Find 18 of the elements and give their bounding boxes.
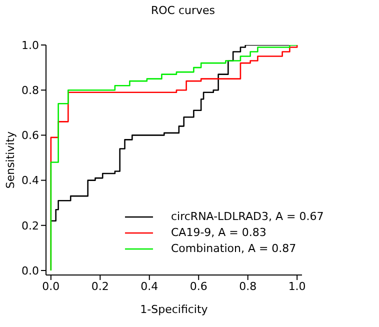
- y-tick-label: 0.6: [22, 129, 39, 142]
- y-tick-label: 0.0: [22, 264, 39, 278]
- y-tick-label: 0.4: [22, 174, 39, 188]
- chart-title: ROC curves: [150, 4, 216, 17]
- x-tick-label: 0.6: [190, 280, 208, 293]
- x-axis-title: 1-Specificity: [140, 303, 208, 316]
- legend-label: Combination, A = 0.87: [171, 241, 296, 257]
- y-tick-label: 0.8: [22, 84, 39, 98]
- y-axis-title: Sensitivity: [4, 130, 17, 189]
- x-tick-label: 0.0: [42, 280, 60, 293]
- y-tick-label: 1.0: [22, 38, 39, 52]
- x-tick-label: 0.4: [140, 280, 158, 293]
- x-tick-label: 0.2: [91, 280, 109, 293]
- legend-label: circRNA-LDLRAD3, A = 0.67: [171, 209, 324, 225]
- x-tick-label: 0.8: [239, 280, 257, 293]
- x-tick-label: 1.0: [288, 280, 306, 293]
- y-tick-label: 0.2: [22, 219, 39, 232]
- legend-label: CA19-9, A = 0.83: [171, 225, 266, 241]
